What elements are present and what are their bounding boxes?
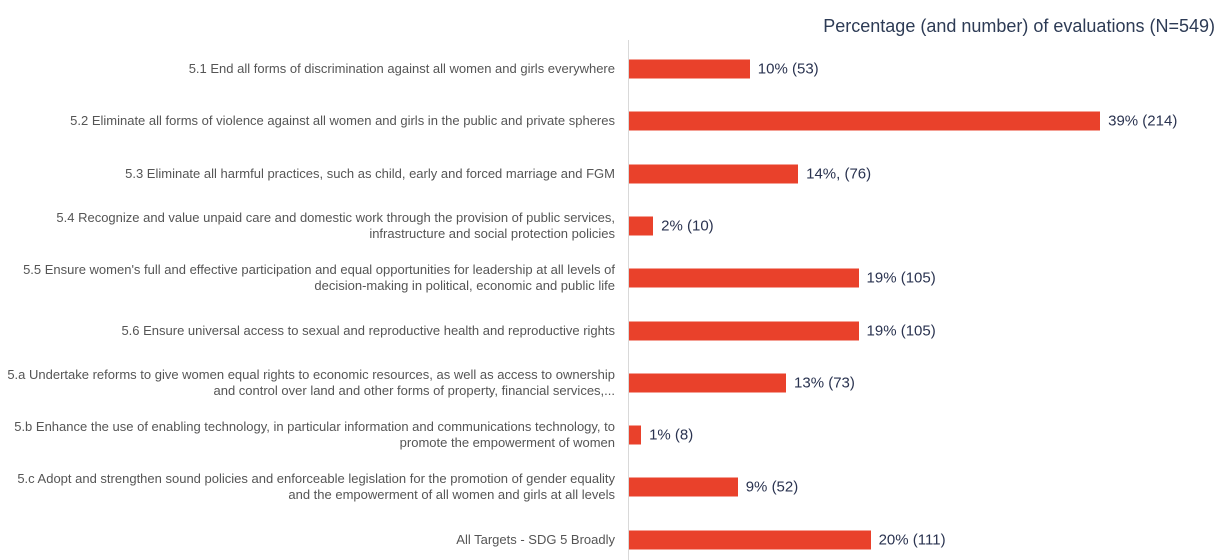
- data-label: 19% (105): [866, 322, 936, 339]
- bar: [629, 530, 871, 550]
- bar: [629, 425, 642, 445]
- category-label: 5.1 End all forms of discrimination agai…: [188, 61, 615, 76]
- data-label: 1% (8): [649, 426, 694, 444]
- category-label: 5.5 Ensure women's full and effective pa…: [23, 262, 615, 294]
- bar: [629, 321, 859, 340]
- data-label: 20% (111): [878, 531, 946, 549]
- data-label: 10% (53): [757, 60, 819, 78]
- category-label: 5.4 Recognize and value unpaid care and …: [56, 209, 615, 241]
- data-label: 13% (73): [794, 374, 855, 392]
- category-label: 5.2 Eliminate all forms of violence agai…: [70, 113, 615, 129]
- chart-title: Percentage (and number) of evaluations (…: [823, 16, 1215, 36]
- data-label: 19% (105): [866, 269, 936, 287]
- bar: [629, 373, 787, 393]
- category-label: All Targets - SDG 5 Broadly: [456, 531, 615, 547]
- bar: [629, 59, 750, 79]
- category-label: 5.c Adopt and strengthen sound policies …: [17, 471, 615, 503]
- bar: [629, 216, 654, 236]
- data-label: 14%, (76): [806, 165, 872, 183]
- data-label: 9% (52): [745, 478, 799, 496]
- bar: [629, 268, 859, 288]
- category-label: 5.6 Ensure universal access to sexual an…: [121, 322, 615, 338]
- bar: [629, 111, 1101, 131]
- category-label: 5.3 Eliminate all harmful practices, suc…: [125, 165, 615, 181]
- bar: [629, 164, 799, 184]
- axis-line: [628, 40, 629, 560]
- category-label: 5.b Enhance the use of enabling technolo…: [14, 419, 615, 451]
- category-label: 5.a Undertake reforms to give women equa…: [7, 366, 615, 398]
- data-label: 2% (10): [661, 217, 714, 235]
- bar: [629, 477, 738, 497]
- data-label: 39% (214): [1108, 112, 1178, 130]
